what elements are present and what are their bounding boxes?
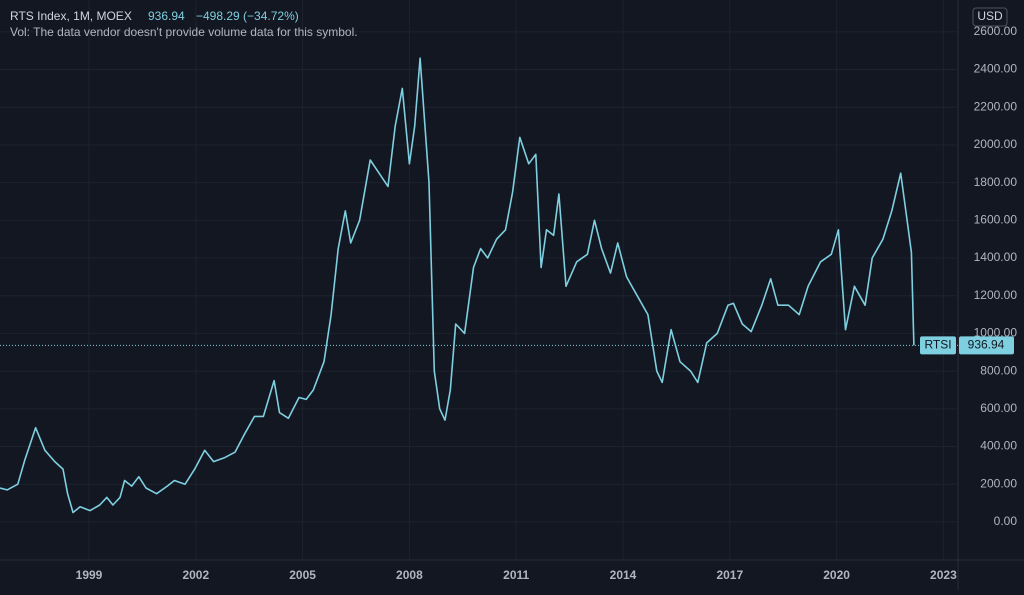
x-tick-label: 2023 [930, 568, 957, 582]
chart-title: RTS Index, 1M, MOEX [10, 9, 132, 23]
price-badge-label: 936.94 [968, 337, 1005, 351]
y-tick-label: 800.00 [980, 363, 1017, 377]
price-change: −498.29 (−34.72%) [196, 9, 299, 23]
x-tick-label: 2005 [289, 568, 316, 582]
y-tick-label: 1600.00 [974, 213, 1018, 227]
y-tick-label: 2400.00 [974, 62, 1018, 76]
y-tick-label: 1200.00 [974, 288, 1018, 302]
y-tick-label: 1400.00 [974, 250, 1018, 264]
price-line [0, 57, 915, 514]
volume-note: Vol: The data vendor doesn't provide vol… [10, 25, 358, 39]
x-tick-label: 2020 [823, 568, 850, 582]
last-price: 936.94 [148, 9, 185, 23]
price-badge [959, 336, 1014, 355]
y-tick-label: 1800.00 [974, 175, 1018, 189]
y-tick-label: 600.00 [980, 401, 1017, 415]
y-tick-label: 2200.00 [974, 99, 1018, 113]
x-tick-label: 2017 [716, 568, 743, 582]
x-tick-label: 1999 [76, 568, 103, 582]
x-tick-label: 2002 [182, 568, 209, 582]
x-tick-label: 2008 [396, 568, 423, 582]
y-tick-label: 2000.00 [974, 137, 1018, 151]
currency-button[interactable] [972, 7, 1008, 27]
y-tick-label: 200.00 [980, 476, 1017, 490]
grid [0, 0, 958, 560]
symbol-badge [920, 336, 956, 355]
x-tick-label: 2014 [610, 568, 637, 582]
y-tick-label: 1000.00 [974, 326, 1018, 340]
plot [0, 57, 915, 514]
y-tick-label: 0.00 [994, 514, 1018, 528]
currency-label[interactable]: USD [977, 9, 1003, 23]
symbol-label: RTSI [924, 337, 951, 351]
y-tick-label: 2600.00 [974, 24, 1018, 38]
x-tick-label: 2011 [503, 568, 529, 582]
y-tick-label: 400.00 [980, 439, 1017, 453]
